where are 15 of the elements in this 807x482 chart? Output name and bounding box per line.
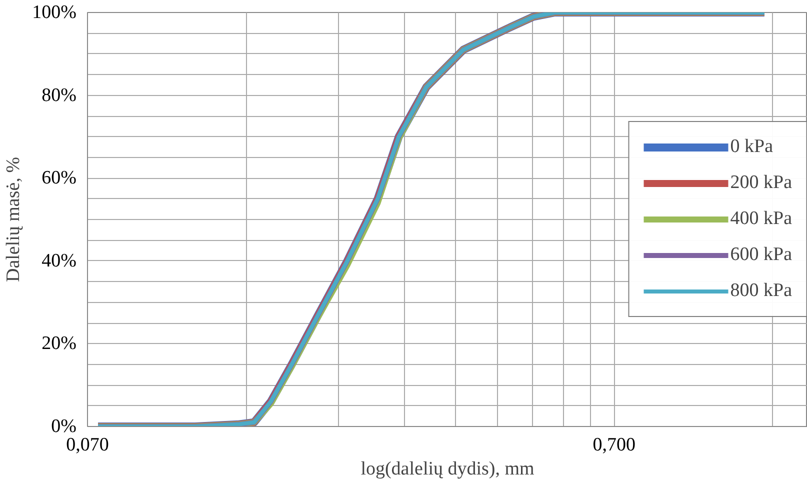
- legend-label: 800 kPa: [730, 280, 792, 302]
- y-axis-title: Dalelių masė, %: [3, 156, 24, 282]
- legend-label: 0 kPa: [730, 136, 773, 158]
- y-tick-label: 40%: [42, 250, 77, 272]
- x-tick-label: 0,070: [66, 434, 109, 456]
- y-tick-label: 20%: [42, 333, 77, 354]
- y-tick-label: 100%: [32, 2, 77, 23]
- x-axis-title: log(dalelių dydis), mm: [360, 458, 535, 480]
- legend-label: 400 kPa: [730, 208, 792, 230]
- y-tick-label: 0%: [51, 416, 77, 437]
- y-tick-label: 60%: [42, 168, 77, 189]
- legend-label: 200 kPa: [730, 172, 792, 194]
- y-tick-label: 80%: [42, 84, 77, 106]
- legend-label: 600 kPa: [730, 244, 792, 266]
- x-tick-label: 0,700: [592, 434, 636, 456]
